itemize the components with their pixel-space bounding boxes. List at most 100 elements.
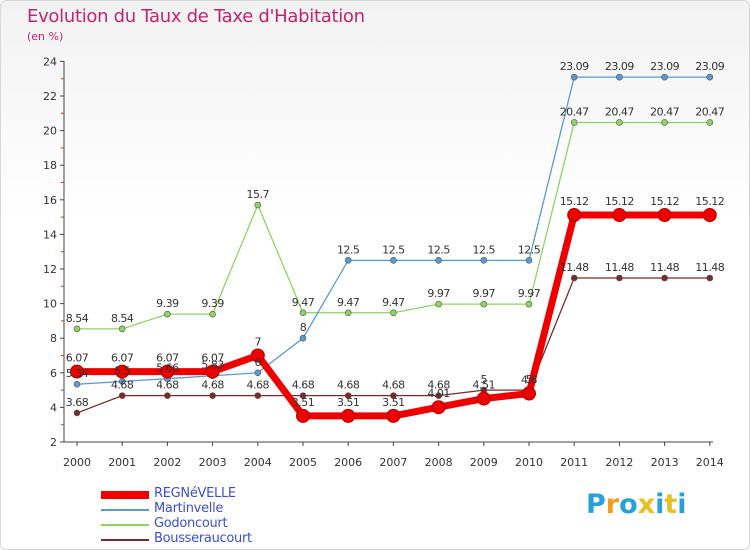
data-label: 20.47 bbox=[605, 105, 634, 118]
y-tick-label: 6 bbox=[50, 367, 57, 380]
labels-godoncourt: 8.54 8.54 9.39 9.39 15.7 9.47 9.47 9.47 9.97 9.97… bbox=[66, 105, 726, 325]
data-label: 9.47 bbox=[292, 296, 315, 309]
data-label: 8.54 bbox=[66, 312, 89, 325]
data-point bbox=[706, 119, 714, 126]
y-tick-label: 22 bbox=[43, 90, 57, 103]
y-tick-label: 24 bbox=[43, 55, 57, 68]
proxiti-logo: Proxiti bbox=[586, 489, 687, 520]
legend-label: Bousseraucourt bbox=[154, 531, 252, 546]
data-point bbox=[661, 73, 668, 81]
data-point bbox=[254, 201, 262, 209]
data-label: 15.12 bbox=[695, 195, 724, 208]
x-tick-label: 2014 bbox=[696, 456, 724, 469]
data-point bbox=[661, 119, 668, 126]
data-label: 6.07 bbox=[156, 352, 179, 365]
x-tick-label: 2009 bbox=[470, 456, 498, 469]
data-label: 11.48 bbox=[605, 261, 634, 274]
data-point bbox=[73, 325, 81, 333]
data-point bbox=[390, 309, 397, 317]
data-point bbox=[390, 392, 397, 399]
data-point bbox=[73, 409, 81, 417]
data-label: 4.68 bbox=[337, 379, 360, 392]
data-label: 3.51 bbox=[337, 396, 360, 409]
x-tick-label: 2002 bbox=[153, 456, 181, 469]
y-tick-label: 10 bbox=[43, 298, 57, 311]
data-label: 23.09 bbox=[560, 60, 589, 73]
data-label: 4.68 bbox=[111, 379, 134, 392]
legend-swatch bbox=[101, 509, 149, 511]
data-point bbox=[344, 309, 352, 317]
logo-letter: i bbox=[677, 489, 687, 520]
data-point bbox=[435, 257, 442, 264]
data-label: 15.12 bbox=[560, 195, 589, 208]
data-point bbox=[435, 300, 442, 308]
data-label: 23.09 bbox=[695, 60, 724, 73]
data-point bbox=[480, 257, 488, 264]
labels-regnévelle: 6.07 6.07 6.07 6.07 7 3.51 3.51 3.51 4.01 4.51 4.8… bbox=[66, 195, 725, 409]
data-point bbox=[661, 274, 668, 282]
x-tick-label: 2011 bbox=[560, 456, 588, 469]
data-label: 23.09 bbox=[650, 60, 679, 73]
data-point bbox=[616, 73, 623, 81]
data-label: 9.97 bbox=[473, 287, 496, 300]
y-tick-label: 2 bbox=[50, 436, 57, 449]
logo-letter: i bbox=[655, 489, 665, 520]
data-label: 9.39 bbox=[201, 297, 224, 310]
data-label: 11.48 bbox=[650, 261, 679, 274]
data-point bbox=[205, 364, 220, 379]
x-tick-label: 2013 bbox=[651, 456, 679, 469]
data-point bbox=[570, 73, 578, 81]
data-label: 5.83 bbox=[201, 359, 224, 372]
series-godoncourt bbox=[73, 119, 714, 333]
data-point bbox=[616, 274, 623, 282]
y-tick-label: 20 bbox=[43, 125, 57, 138]
y-tick-label: 18 bbox=[43, 159, 57, 172]
y-tick-label: 14 bbox=[43, 228, 57, 241]
series-martinvelle bbox=[73, 73, 714, 388]
x-tick-label: 2008 bbox=[425, 456, 453, 469]
data-label: 20.47 bbox=[650, 105, 679, 118]
chart-title: Evolution du Taux de Taxe d'Habitation bbox=[27, 6, 365, 27]
data-point bbox=[250, 348, 265, 363]
logo-letter: x bbox=[637, 489, 656, 520]
y-tick-label: 12 bbox=[43, 263, 57, 276]
data-label: 3.51 bbox=[382, 396, 405, 409]
data-label: 15.12 bbox=[605, 195, 634, 208]
data-point bbox=[164, 392, 171, 399]
legend-swatch bbox=[101, 524, 149, 526]
data-label: 12.5 bbox=[427, 243, 450, 256]
data-label: 6.07 bbox=[201, 352, 224, 365]
data-point bbox=[118, 392, 126, 399]
logo-letter: r bbox=[605, 489, 620, 520]
labels-martinvelle: 5.34 5.5 5.66 5.83 6 8 12.5 12.5 12.5 12.5 12.5 23.… bbox=[66, 60, 726, 380]
data-label: 4.68 bbox=[247, 379, 270, 392]
data-point bbox=[702, 208, 717, 223]
x-tick-label: 2000 bbox=[63, 456, 91, 469]
data-point bbox=[209, 392, 216, 399]
data-point bbox=[706, 73, 714, 81]
data-point bbox=[616, 119, 623, 126]
y-tick-label: 8 bbox=[50, 332, 57, 345]
data-label: 15.7 bbox=[247, 188, 270, 201]
data-point bbox=[344, 257, 352, 264]
data-point bbox=[299, 392, 307, 399]
x-tick-label: 2001 bbox=[108, 456, 136, 469]
x-tick-label: 2004 bbox=[244, 456, 272, 469]
legend-label: REGNéVELLE bbox=[154, 486, 236, 501]
data-label: 9.47 bbox=[337, 296, 360, 309]
data-label: 5 bbox=[481, 373, 488, 386]
x-tick-label: 2007 bbox=[379, 456, 407, 469]
x-tick-label: 2003 bbox=[199, 456, 227, 469]
data-point bbox=[480, 300, 488, 308]
data-point bbox=[386, 408, 401, 423]
data-point bbox=[567, 208, 582, 223]
data-label: 3.51 bbox=[292, 396, 315, 409]
data-point bbox=[164, 310, 171, 318]
data-label: 4.68 bbox=[201, 379, 224, 392]
data-label: 6 bbox=[255, 356, 262, 369]
x-tick-label: 2005 bbox=[289, 456, 317, 469]
data-point bbox=[657, 208, 672, 223]
data-label: 12.5 bbox=[337, 243, 360, 256]
